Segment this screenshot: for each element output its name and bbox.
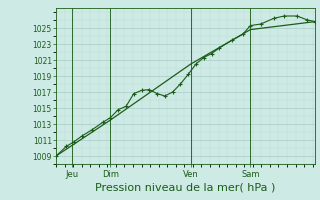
X-axis label: Pression niveau de la mer( hPa ): Pression niveau de la mer( hPa ): [95, 183, 276, 193]
